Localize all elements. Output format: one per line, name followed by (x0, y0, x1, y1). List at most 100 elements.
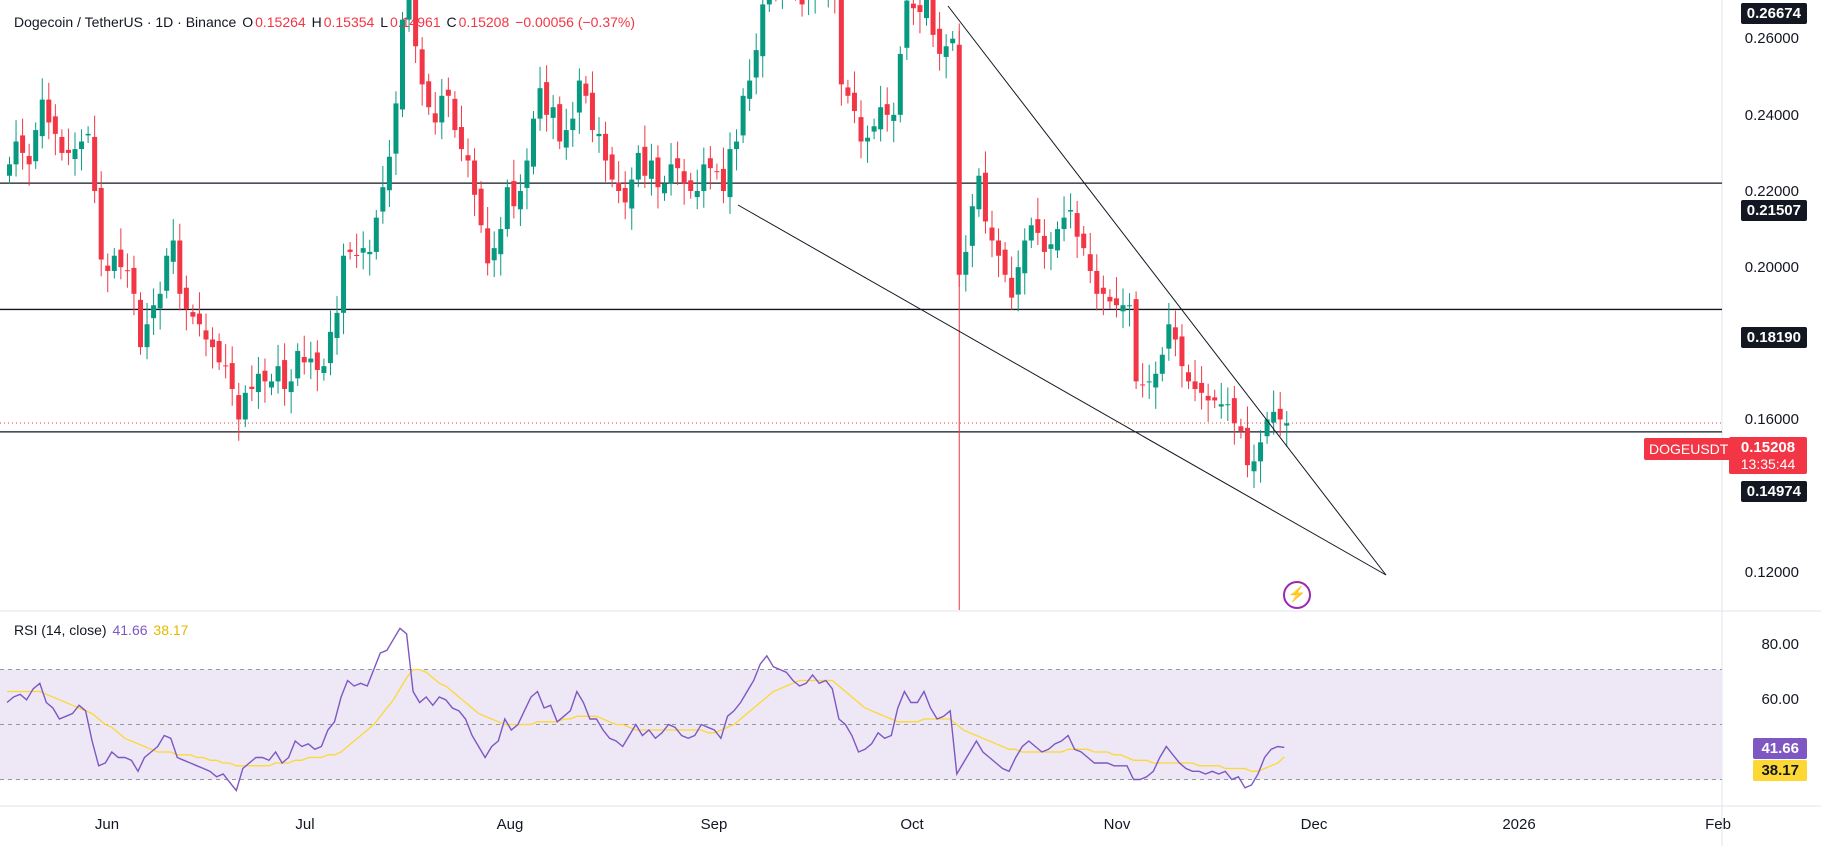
candle-body (1153, 373, 1159, 388)
candle-body (642, 146, 648, 176)
candle-body (20, 135, 26, 153)
candle-body (445, 89, 451, 96)
candle-body (118, 249, 124, 268)
candle-body (1127, 305, 1133, 307)
candle-body (760, 4, 766, 57)
candle-body (1199, 382, 1205, 393)
lightning-icon[interactable]: ⚡ (1283, 581, 1311, 609)
candle-body (1061, 217, 1067, 230)
candle-body (629, 179, 635, 209)
candle-body (406, 0, 412, 20)
candle-body (98, 187, 104, 260)
high-label: H (311, 14, 322, 30)
candle-body (327, 331, 333, 364)
candle-body (321, 366, 327, 374)
candle-body (550, 107, 556, 118)
candle-body (216, 341, 222, 363)
candle-body (1231, 398, 1237, 424)
candle-body (7, 164, 12, 176)
candle-body (1041, 235, 1047, 252)
candle-body (1146, 381, 1152, 383)
candle-body (203, 330, 209, 340)
candle-body (26, 155, 32, 165)
candle-body (242, 392, 248, 420)
countdown: 13:35:44 (1740, 456, 1796, 472)
candle-body (393, 103, 399, 154)
candle-body (1271, 411, 1277, 423)
high-value: 0.15354 (323, 14, 375, 30)
candle-body (596, 133, 602, 137)
time-tick: Dec (1300, 816, 1328, 833)
current-price-tag: 0.15208 13:35:44 (1729, 437, 1807, 474)
candle-body (531, 118, 536, 167)
candle-body (373, 217, 379, 252)
candle-body (223, 365, 229, 367)
candle-body (1264, 419, 1270, 437)
candle-body (1179, 336, 1185, 367)
time-tick: Nov (1103, 816, 1131, 833)
candle-body (183, 287, 189, 310)
candle-body (465, 155, 471, 161)
candle-body (458, 127, 464, 150)
candle-body (1107, 296, 1113, 302)
candle-body (891, 114, 897, 121)
candle-body (138, 299, 143, 348)
candle-body (924, 0, 929, 19)
rsi-ma-line (7, 668, 1285, 772)
rsi-legend: RSI (14, close) 41.66 38.17 (14, 622, 190, 638)
candle-body (1133, 299, 1139, 382)
candle-body (1100, 287, 1106, 294)
candle-body (1225, 404, 1231, 406)
symbol-title[interactable]: Dogecoin / TetherUS · 1D · Binance (14, 14, 237, 30)
candle-body (1068, 210, 1074, 212)
candle-body (452, 98, 458, 131)
candle-body (1244, 427, 1250, 466)
candle-body (589, 92, 595, 131)
candle-body (871, 126, 877, 132)
candle-body (989, 227, 995, 241)
candle-body (865, 137, 871, 142)
candle-body (1166, 324, 1172, 349)
candle-body (544, 82, 550, 115)
candle-body (950, 38, 956, 44)
candle-body (39, 99, 45, 137)
candle-body (157, 293, 163, 309)
candle-body (576, 80, 582, 113)
time-tick: Sep (700, 816, 728, 833)
candle-body (799, 0, 805, 5)
candle-body (720, 168, 726, 191)
wedge-lower-trendline (737, 204, 1387, 576)
low-value: 0.14961 (390, 14, 441, 30)
rsi-legend-value: 41.66 (112, 622, 148, 638)
rsi-title[interactable]: RSI (14, close) (14, 622, 107, 638)
time-tick: Jul (295, 816, 315, 833)
candle-body (851, 92, 857, 112)
candle-body (1218, 404, 1224, 407)
candle-body (1055, 229, 1060, 251)
candle-body (537, 88, 543, 119)
candle-body (701, 164, 707, 191)
candle-body (478, 188, 484, 226)
candle-body (655, 157, 661, 188)
candle-body (65, 149, 71, 153)
candle-body (236, 395, 242, 420)
candle-body (1094, 270, 1100, 294)
candle-body (269, 381, 274, 388)
candle-body (930, 0, 936, 35)
candle-body (491, 248, 497, 261)
candle-body (85, 133, 91, 136)
candle-body (524, 160, 530, 188)
candle-body (917, 5, 923, 13)
rsi-ma-value-tag: 38.17 (1753, 760, 1807, 781)
price-tick: 0.20000 (1744, 259, 1799, 276)
candle-body (1172, 327, 1178, 340)
ticker-tag: DOGEUSDT (1644, 438, 1734, 460)
candle-body (904, 0, 910, 48)
candle-body (295, 350, 301, 379)
candle-body (557, 104, 563, 142)
candle-body (897, 53, 903, 115)
close-value: 0.15208 (458, 14, 510, 30)
candle-body (196, 313, 202, 325)
candle-body (347, 249, 353, 252)
